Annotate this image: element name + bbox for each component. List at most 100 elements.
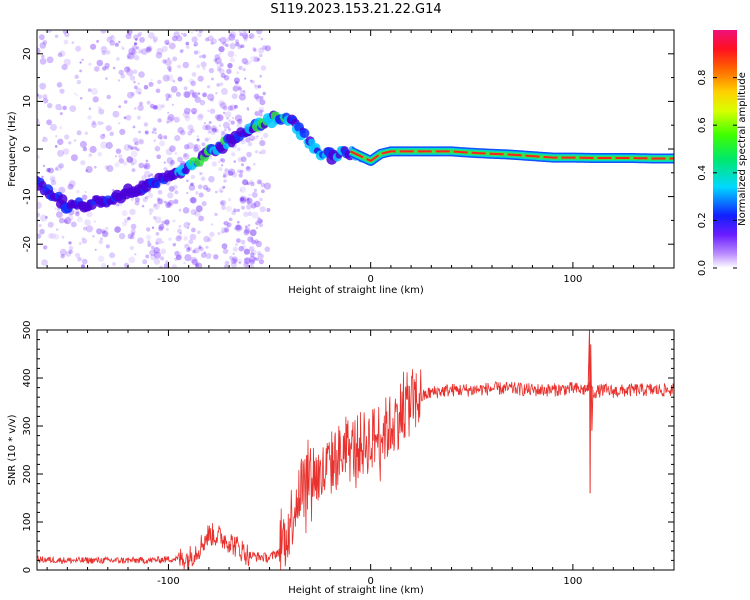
- noise-dot: [38, 34, 45, 41]
- noise-dot: [109, 252, 116, 259]
- noise-dot: [84, 131, 89, 135]
- noise-dot: [244, 225, 248, 229]
- noise-dot: [203, 251, 207, 255]
- noise-dot: [219, 102, 227, 109]
- noise-dot: [168, 237, 172, 241]
- noise-dot: [79, 69, 82, 73]
- noise-dot: [222, 130, 226, 134]
- noise-dot: [233, 77, 240, 84]
- noise-dot: [222, 41, 227, 46]
- noise-dot: [169, 162, 174, 167]
- noise-dot: [126, 156, 134, 163]
- noise-dot: [143, 170, 151, 178]
- noise-dot: [100, 121, 104, 125]
- noise-dot: [54, 145, 58, 148]
- noise-dot: [239, 44, 243, 48]
- noise-dot: [250, 249, 257, 256]
- noise-dot: [201, 142, 206, 147]
- noise-dot: [236, 123, 242, 129]
- noise-dot: [261, 189, 265, 194]
- noise-dot: [216, 83, 220, 87]
- noise-dot: [137, 82, 140, 85]
- noise-dot: [213, 254, 219, 260]
- colorbar-tick-label: 0.0: [697, 260, 708, 276]
- noise-dot: [248, 193, 251, 196]
- y-tick-label: 0: [22, 567, 33, 573]
- noise-dot: [257, 251, 261, 256]
- noise-dot: [223, 75, 230, 81]
- noise-dot: [258, 106, 265, 113]
- noise-dot: [229, 57, 235, 63]
- noise-dot: [227, 50, 235, 58]
- noise-dot: [217, 160, 221, 164]
- noise-dot: [91, 122, 97, 128]
- noise-dot: [40, 214, 48, 222]
- noise-dot: [98, 239, 104, 245]
- noise-dot: [182, 61, 190, 69]
- noise-dot: [219, 52, 222, 55]
- noise-dot: [190, 128, 195, 133]
- noise-dot: [222, 221, 226, 225]
- noise-dot: [257, 180, 262, 185]
- noise-dot: [153, 251, 161, 259]
- noise-dot: [152, 36, 158, 42]
- noise-dot: [88, 153, 93, 157]
- noise-dot: [239, 32, 243, 37]
- noise-dot: [167, 57, 170, 60]
- noise-dot: [138, 162, 145, 169]
- noise-dot: [188, 78, 195, 84]
- noise-dot: [221, 186, 225, 189]
- noise-dot: [49, 232, 56, 240]
- noise-dot: [85, 166, 93, 173]
- noise-dot: [75, 45, 82, 52]
- noise-dot: [247, 141, 253, 147]
- noise-dot: [144, 195, 149, 200]
- noise-dot: [203, 235, 210, 243]
- noise-dot: [227, 105, 233, 111]
- noise-dot: [133, 146, 138, 150]
- noise-dot: [240, 156, 247, 163]
- noise-dot: [149, 249, 156, 257]
- noise-dot: [239, 186, 247, 193]
- colorbar-tick-label: 0.4: [697, 165, 708, 181]
- noise-dot: [138, 71, 145, 78]
- noise-dot: [228, 217, 233, 222]
- noise-dot: [164, 39, 170, 45]
- noise-dot: [235, 224, 243, 232]
- noise-dot: [101, 50, 107, 56]
- noise-dot: [141, 175, 147, 181]
- y-tick-label: 10: [22, 95, 33, 108]
- noise-dot: [168, 65, 173, 70]
- snr-xlabel: Height of straight line (km): [288, 585, 424, 596]
- noise-dot: [219, 63, 224, 67]
- noise-dot: [256, 57, 261, 62]
- noise-dot: [46, 119, 52, 126]
- noise-dot: [157, 198, 163, 205]
- noise-dot: [187, 227, 189, 229]
- noise-dot: [145, 159, 149, 163]
- noise-dot: [244, 258, 248, 261]
- noise-dot: [77, 257, 82, 262]
- noise-dot: [68, 245, 74, 251]
- noise-dot: [175, 91, 181, 97]
- noise-dot: [153, 203, 160, 210]
- noise-dot: [114, 155, 118, 158]
- noise-dot: [255, 95, 262, 102]
- noise-dot: [187, 130, 193, 136]
- noise-dot: [205, 245, 209, 249]
- noise-dot: [238, 245, 245, 252]
- noise-dot: [59, 112, 63, 116]
- noise-dot: [178, 208, 182, 212]
- noise-dot: [130, 197, 135, 202]
- noise-dot: [157, 189, 163, 195]
- noise-dot: [197, 92, 201, 95]
- noise-dot: [149, 212, 152, 216]
- noise-dot: [232, 116, 235, 119]
- noise-dot: [256, 227, 259, 229]
- noise-dot: [243, 257, 251, 265]
- noise-dot: [251, 138, 254, 141]
- x-tick-label: -100: [157, 576, 180, 587]
- noise-dot: [198, 244, 203, 249]
